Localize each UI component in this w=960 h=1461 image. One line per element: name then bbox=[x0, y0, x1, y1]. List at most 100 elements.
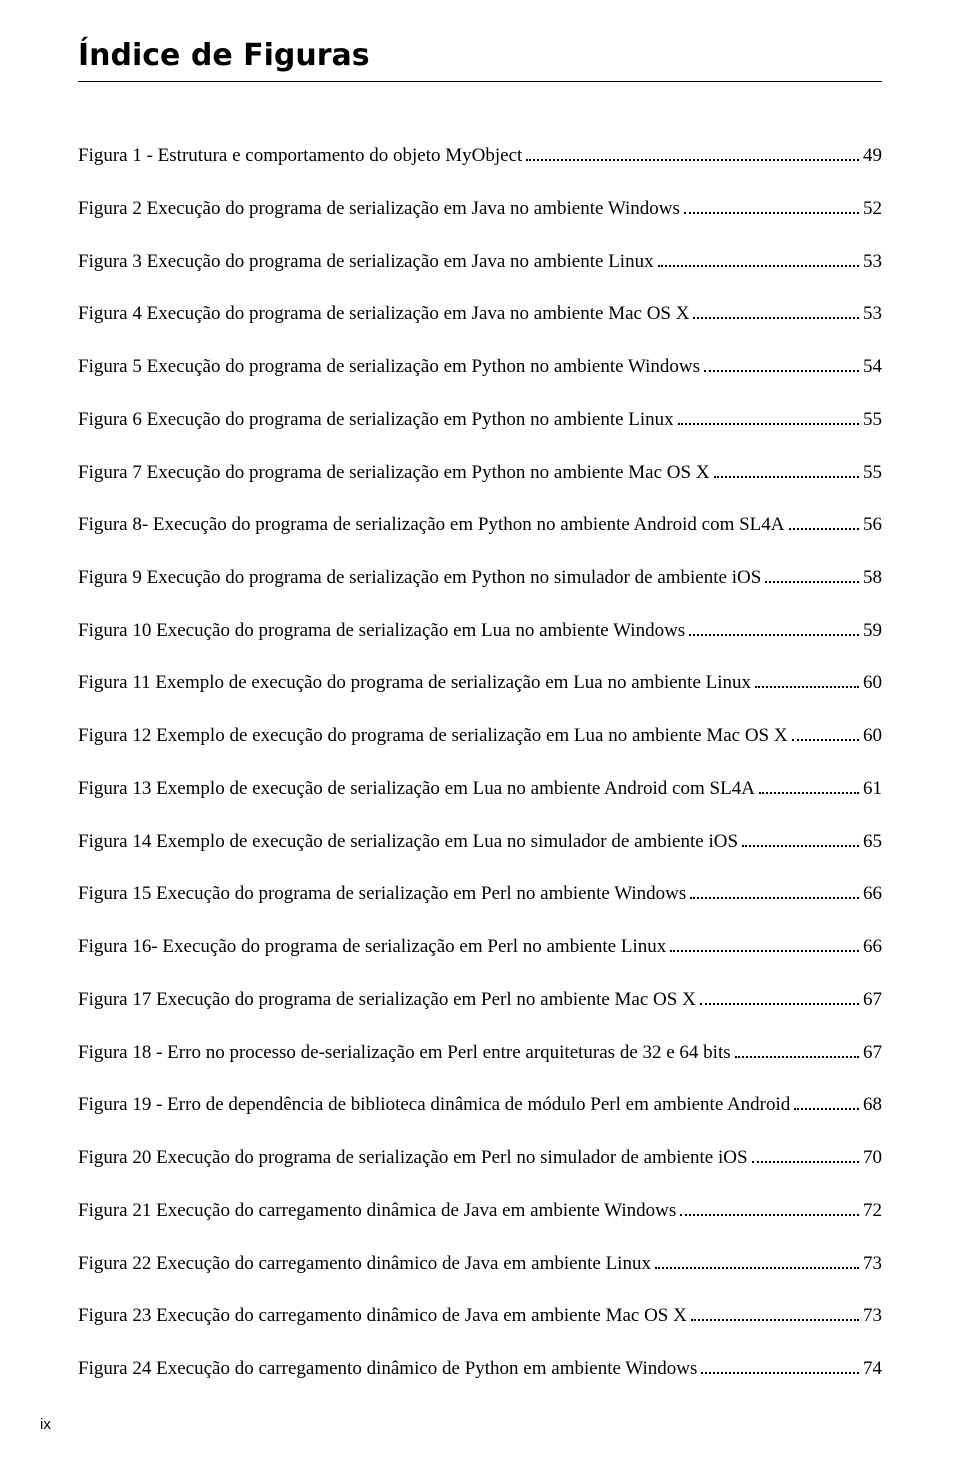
toc-entry-label: Figura 23 Execução do carregamento dinâm… bbox=[78, 1303, 687, 1329]
toc-entry: Figura 4 Execução do programa de seriali… bbox=[78, 300, 882, 327]
toc-entry-label: Figura 6 Execução do programa de seriali… bbox=[78, 407, 674, 433]
toc-entry-label: Figura 19 - Erro de dependência de bibli… bbox=[78, 1092, 790, 1118]
toc-leader-dots bbox=[700, 986, 859, 1005]
toc-entry-page: 66 bbox=[863, 881, 882, 907]
toc-entry-label: Figura 11 Exemplo de execução do program… bbox=[78, 670, 751, 696]
toc-entry-label: Figura 7 Execução do programa de seriali… bbox=[78, 460, 710, 486]
toc-entry-page: 55 bbox=[863, 460, 882, 486]
toc-entry-label: Figura 18 - Erro no processo de-serializ… bbox=[78, 1040, 731, 1066]
toc-leader-dots bbox=[752, 1144, 859, 1163]
toc-entry-label: Figura 14 Exemplo de execução de seriali… bbox=[78, 829, 738, 855]
toc-entry-label: Figura 4 Execução do programa de seriali… bbox=[78, 301, 689, 327]
toc-entry: Figura 13 Exemplo de execução de seriali… bbox=[78, 775, 882, 802]
toc-entry-page: 70 bbox=[863, 1145, 882, 1171]
toc-entry-label: Figura 17 Execução do programa de serial… bbox=[78, 987, 696, 1013]
toc-entry-label: Figura 5 Execução do programa de seriali… bbox=[78, 354, 700, 380]
toc-entry-label: Figura 10 Execução do programa de serial… bbox=[78, 618, 685, 644]
toc-entry: Figura 12 Exemplo de execução do program… bbox=[78, 722, 882, 749]
toc-leader-dots bbox=[689, 617, 859, 636]
toc-leader-dots bbox=[690, 880, 859, 899]
toc-entry-page: 61 bbox=[863, 776, 882, 802]
toc-entry-page: 52 bbox=[863, 196, 882, 222]
toc-entry: Figura 5 Execução do programa de seriali… bbox=[78, 353, 882, 380]
toc-leader-dots bbox=[693, 300, 859, 319]
toc-entry: Figura 16- Execução do programa de seria… bbox=[78, 933, 882, 960]
document-page: Índice de Figuras Figura 1 - Estrutura e… bbox=[0, 0, 960, 1461]
toc-leader-dots bbox=[742, 828, 859, 847]
toc-leader-dots bbox=[789, 511, 860, 530]
toc-entry: Figura 10 Execução do programa de serial… bbox=[78, 617, 882, 644]
toc-leader-dots bbox=[684, 195, 859, 214]
toc-entry: Figura 2 Execução do programa de seriali… bbox=[78, 195, 882, 222]
toc-entry-page: 72 bbox=[863, 1198, 882, 1224]
toc-entry-label: Figura 3 Execução do programa de seriali… bbox=[78, 249, 654, 275]
toc-entry: Figura 6 Execução do programa de seriali… bbox=[78, 406, 882, 433]
toc-entry: Figura 1 - Estrutura e comportamento do … bbox=[78, 142, 882, 169]
toc-entry: Figura 22 Execução do carregamento dinâm… bbox=[78, 1249, 882, 1276]
toc-entry-label: Figura 1 - Estrutura e comportamento do … bbox=[78, 143, 522, 169]
figure-index-list: Figura 1 - Estrutura e comportamento do … bbox=[78, 142, 882, 1382]
toc-entry: Figura 11 Exemplo de execução do program… bbox=[78, 669, 882, 696]
toc-entry-page: 73 bbox=[863, 1303, 882, 1329]
toc-entry-page: 73 bbox=[863, 1251, 882, 1277]
toc-entry-label: Figura 13 Exemplo de execução de seriali… bbox=[78, 776, 755, 802]
toc-entry-page: 65 bbox=[863, 829, 882, 855]
toc-entry-label: Figura 2 Execução do programa de seriali… bbox=[78, 196, 680, 222]
toc-entry-label: Figura 22 Execução do carregamento dinâm… bbox=[78, 1251, 651, 1277]
toc-entry: Figura 21 Execução do carregamento dinâm… bbox=[78, 1197, 882, 1224]
toc-leader-dots bbox=[735, 1038, 859, 1057]
toc-entry-page: 67 bbox=[863, 987, 882, 1013]
toc-entry-label: Figura 20 Execução do programa de serial… bbox=[78, 1145, 748, 1171]
toc-entry-page: 60 bbox=[863, 723, 882, 749]
toc-entry-label: Figura 15 Execução do programa de serial… bbox=[78, 881, 686, 907]
toc-leader-dots bbox=[658, 247, 859, 266]
toc-entry: Figura 8- Execução do programa de serial… bbox=[78, 511, 882, 538]
toc-entry-page: 49 bbox=[863, 143, 882, 169]
toc-leader-dots bbox=[765, 564, 859, 583]
toc-entry-label: Figura 9 Execução do programa de seriali… bbox=[78, 565, 761, 591]
toc-entry-page: 53 bbox=[863, 301, 882, 327]
toc-entry-label: Figura 21 Execução do carregamento dinâm… bbox=[78, 1198, 676, 1224]
toc-leader-dots bbox=[759, 775, 859, 794]
page-number: ix bbox=[40, 1416, 51, 1433]
toc-entry-page: 60 bbox=[863, 670, 882, 696]
toc-leader-dots bbox=[691, 1302, 859, 1321]
toc-entry: Figura 24 Execução do carregamento dinâm… bbox=[78, 1355, 882, 1382]
toc-leader-dots bbox=[701, 1355, 859, 1374]
toc-entry: Figura 17 Execução do programa de serial… bbox=[78, 986, 882, 1013]
toc-entry-page: 53 bbox=[863, 249, 882, 275]
toc-entry-page: 59 bbox=[863, 618, 882, 644]
toc-leader-dots bbox=[678, 406, 859, 425]
toc-entry: Figura 9 Execução do programa de seriali… bbox=[78, 564, 882, 591]
toc-entry-page: 66 bbox=[863, 934, 882, 960]
toc-leader-dots bbox=[792, 722, 859, 741]
toc-entry: Figura 20 Execução do programa de serial… bbox=[78, 1144, 882, 1171]
toc-entry-page: 67 bbox=[863, 1040, 882, 1066]
toc-entry-page: 74 bbox=[863, 1356, 882, 1382]
toc-entry-page: 56 bbox=[863, 512, 882, 538]
toc-entry: Figura 23 Execução do carregamento dinâm… bbox=[78, 1302, 882, 1329]
toc-leader-dots bbox=[755, 669, 859, 688]
toc-entry: Figura 19 - Erro de dependência de bibli… bbox=[78, 1091, 882, 1118]
toc-entry-page: 54 bbox=[863, 354, 882, 380]
toc-entry-page: 55 bbox=[863, 407, 882, 433]
page-title: Índice de Figuras bbox=[78, 38, 882, 82]
toc-leader-dots bbox=[704, 353, 859, 372]
toc-entry-label: Figura 24 Execução do carregamento dinâm… bbox=[78, 1356, 697, 1382]
toc-leader-dots bbox=[655, 1249, 859, 1268]
toc-leader-dots bbox=[670, 933, 859, 952]
toc-leader-dots bbox=[794, 1091, 859, 1110]
toc-entry: Figura 3 Execução do programa de seriali… bbox=[78, 247, 882, 274]
toc-entry-label: Figura 16- Execução do programa de seria… bbox=[78, 934, 666, 960]
toc-entry: Figura 14 Exemplo de execução de seriali… bbox=[78, 828, 882, 855]
toc-entry: Figura 7 Execução do programa de seriali… bbox=[78, 458, 882, 485]
toc-entry: Figura 15 Execução do programa de serial… bbox=[78, 880, 882, 907]
toc-entry-page: 68 bbox=[863, 1092, 882, 1118]
toc-entry-label: Figura 12 Exemplo de execução do program… bbox=[78, 723, 788, 749]
toc-leader-dots bbox=[714, 458, 859, 477]
toc-entry-page: 58 bbox=[863, 565, 882, 591]
toc-leader-dots bbox=[526, 142, 859, 161]
toc-leader-dots bbox=[680, 1197, 859, 1216]
toc-entry: Figura 18 - Erro no processo de-serializ… bbox=[78, 1038, 882, 1065]
toc-entry-label: Figura 8- Execução do programa de serial… bbox=[78, 512, 785, 538]
